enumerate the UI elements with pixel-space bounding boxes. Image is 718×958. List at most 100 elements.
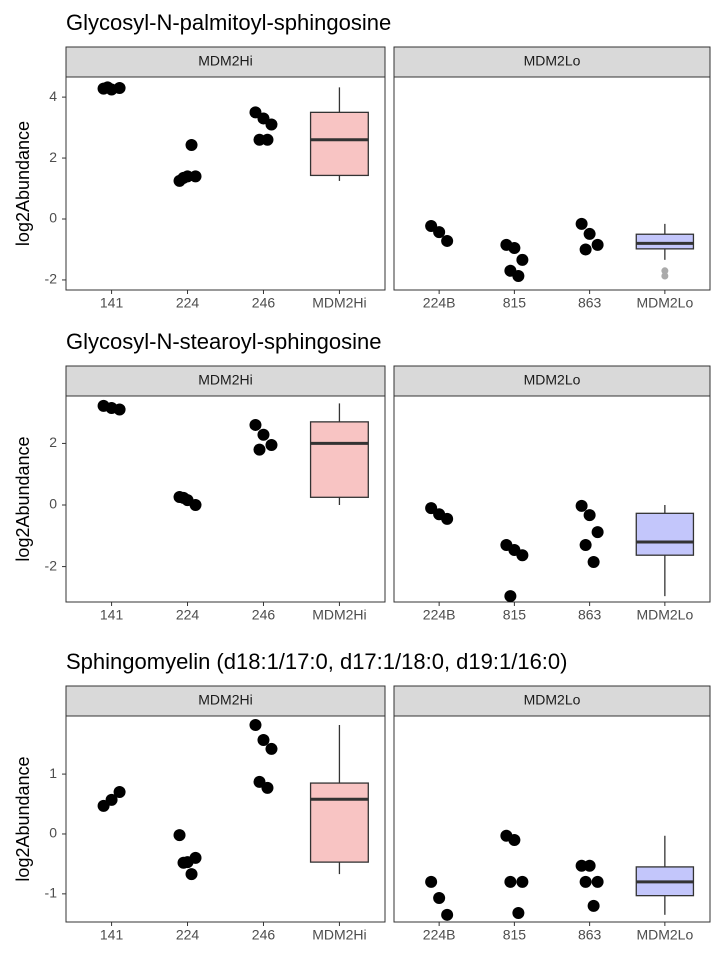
box	[635, 512, 695, 556]
x-tick-label: 224B	[423, 607, 456, 623]
data-point	[249, 418, 262, 431]
x-tick-label: 815	[503, 927, 527, 943]
panel	[393, 715, 711, 923]
data-point	[177, 171, 190, 184]
panel	[65, 395, 386, 603]
x-tick-label: MDM2Lo	[636, 927, 693, 943]
data-point	[587, 899, 600, 912]
x-tick-label: 815	[503, 607, 527, 623]
x-tick-label: 863	[578, 927, 602, 943]
x-tick-label: 246	[252, 295, 276, 311]
data-point	[261, 133, 274, 146]
strip-label: MDM2Hi	[198, 372, 252, 388]
x-tick-label: 224B	[423, 927, 456, 943]
x-tick-label: MDM2Hi	[312, 927, 366, 943]
data-point	[173, 829, 186, 842]
data-point	[189, 499, 202, 512]
box	[309, 782, 369, 863]
data-point	[113, 403, 126, 416]
strip-label: MDM2Lo	[524, 692, 581, 708]
y-axis-label: log2Abundance	[13, 756, 33, 881]
strip	[65, 685, 386, 717]
data-point	[508, 241, 521, 254]
data-point	[575, 217, 588, 230]
y-tick-label: 2	[49, 434, 57, 450]
x-tick-label: 863	[578, 607, 602, 623]
data-point	[583, 859, 596, 872]
data-point	[177, 856, 190, 869]
data-point	[257, 428, 270, 441]
y-tick-label: 1	[49, 765, 57, 781]
data-point	[516, 875, 529, 888]
y-tick-label: 0	[49, 210, 57, 226]
panel	[393, 395, 711, 603]
y-tick-label: -2	[45, 271, 58, 287]
data-point	[512, 907, 525, 920]
x-tick-label: MDM2Lo	[636, 295, 693, 311]
strip	[65, 365, 386, 397]
box	[309, 421, 369, 498]
data-point	[101, 81, 114, 94]
data-point	[504, 875, 517, 888]
data-point	[579, 243, 592, 256]
panel	[65, 715, 386, 923]
data-point	[504, 590, 517, 603]
data-point	[425, 875, 438, 888]
x-tick-label: 863	[578, 295, 602, 311]
y-tick-label: 4	[49, 88, 57, 104]
x-tick-label: 815	[503, 295, 527, 311]
data-point	[433, 892, 446, 905]
data-point	[512, 269, 525, 282]
data-point	[579, 539, 592, 552]
data-point	[516, 253, 529, 266]
data-point	[177, 491, 190, 504]
chart-title: Glycosyl-N-stearoyl-sphingosine	[66, 329, 381, 354]
box	[635, 233, 695, 250]
chart-title: Sphingomyelin (d18:1/17:0, d17:1/18:0, d…	[66, 649, 567, 674]
x-tick-label: 224B	[423, 295, 456, 311]
data-point	[433, 226, 446, 239]
data-point	[591, 526, 604, 539]
data-point	[253, 443, 266, 456]
data-point	[113, 81, 126, 94]
y-tick-label: 2	[49, 149, 57, 165]
y-tick-label: -2	[45, 557, 58, 573]
outlier	[661, 272, 669, 280]
y-tick-label: -1	[45, 885, 58, 901]
strip	[65, 46, 386, 78]
data-point	[257, 733, 270, 746]
data-point	[265, 742, 278, 755]
outlier	[661, 267, 669, 275]
x-tick-label: 224	[176, 295, 200, 311]
data-point	[591, 238, 604, 251]
data-point	[185, 138, 198, 151]
box	[309, 111, 369, 177]
x-tick-label: 224	[176, 927, 200, 943]
y-tick-label: 0	[49, 825, 57, 841]
x-tick-label: 141	[100, 295, 124, 311]
strip-label: MDM2Lo	[524, 53, 581, 69]
data-point	[583, 227, 596, 240]
data-point	[265, 118, 278, 131]
data-point	[583, 509, 596, 522]
data-point	[105, 793, 118, 806]
x-tick-label: MDM2Hi	[312, 295, 366, 311]
data-point	[579, 875, 592, 888]
strip-label: MDM2Lo	[524, 372, 581, 388]
strip	[393, 46, 711, 78]
panel	[393, 76, 711, 291]
data-point	[185, 868, 198, 881]
panel	[65, 76, 386, 291]
data-point	[575, 499, 588, 512]
data-point	[441, 234, 454, 247]
chart-title: Glycosyl-N-palmitoyl-sphingosine	[66, 10, 391, 35]
data-point	[587, 555, 600, 568]
data-point	[261, 781, 274, 794]
data-point	[441, 512, 454, 525]
x-tick-label: 141	[100, 607, 124, 623]
data-point	[249, 718, 262, 731]
x-tick-label: 224	[176, 607, 200, 623]
data-point	[516, 549, 529, 562]
x-tick-label: MDM2Lo	[636, 607, 693, 623]
